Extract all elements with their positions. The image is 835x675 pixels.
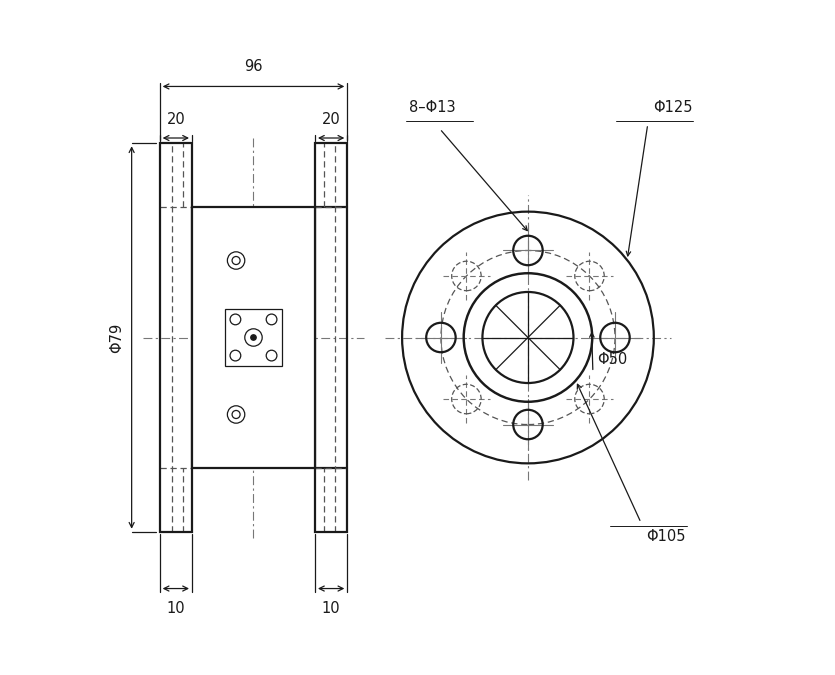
Text: 10: 10 [321, 601, 341, 616]
Text: Φ125: Φ125 [653, 101, 693, 115]
FancyBboxPatch shape [225, 308, 282, 367]
Text: 96: 96 [244, 59, 263, 74]
Text: 20: 20 [321, 112, 341, 128]
Text: 20: 20 [166, 112, 185, 128]
FancyBboxPatch shape [192, 207, 315, 468]
Text: Φ105: Φ105 [646, 529, 686, 544]
Text: Φ50: Φ50 [597, 352, 627, 367]
Circle shape [250, 335, 256, 340]
Text: 10: 10 [166, 601, 185, 616]
Text: 8–Φ13: 8–Φ13 [409, 101, 456, 115]
Text: Φ79: Φ79 [109, 323, 124, 352]
